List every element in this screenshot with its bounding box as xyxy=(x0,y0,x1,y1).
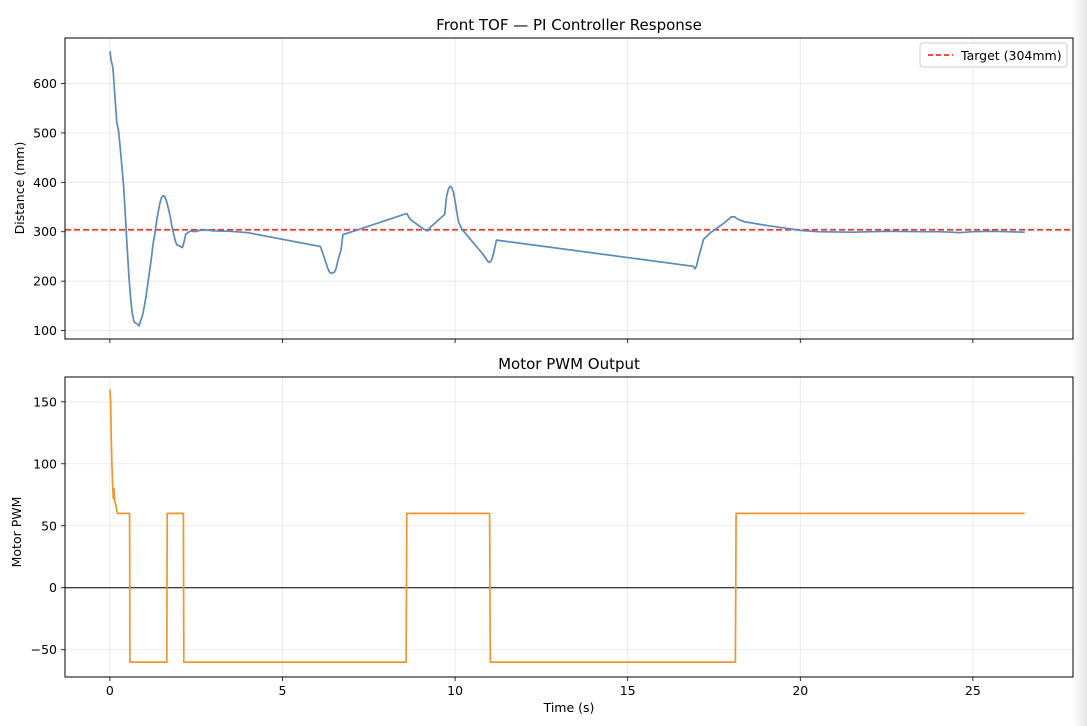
y-tick-label: 0 xyxy=(49,580,57,595)
y-tick-label: 500 xyxy=(33,125,57,140)
y-tick-label: 150 xyxy=(33,394,57,409)
pwm-y-ticks: −50 0 50 100 150 xyxy=(31,394,65,657)
y-tick-label: 300 xyxy=(33,224,57,239)
right-edge-shadow xyxy=(1073,0,1087,726)
pwm-axes-frame xyxy=(64,376,1074,678)
distance-y-ticks: 100 200 300 400 500 600 xyxy=(33,76,65,338)
pwm-panel: Motor PWM Output 0 5 10 15 20 25 −50 0 50 100 150… xyxy=(9,355,1074,715)
pwm-line xyxy=(109,389,1025,663)
pwm-chart-title: Motor PWM Output xyxy=(498,355,640,373)
distance-series xyxy=(109,51,1025,327)
distance-chart-title: Front TOF — PI Controller Response xyxy=(436,16,702,34)
y-tick-label: 600 xyxy=(33,76,57,91)
y-tick-label: 100 xyxy=(33,323,57,338)
pwm-x-axis-label: Time (s) xyxy=(543,700,595,715)
pwm-x-ticks: 0 5 10 15 20 25 xyxy=(106,677,981,698)
distance-line xyxy=(109,51,1025,327)
distance-grid xyxy=(65,38,1073,339)
pwm-grid xyxy=(65,377,1073,677)
x-tick-label: 25 xyxy=(965,683,981,698)
pwm-series xyxy=(109,389,1025,663)
legend: Target (304mm) xyxy=(919,42,1068,68)
y-tick-label: 100 xyxy=(33,456,57,471)
y-tick-label: −50 xyxy=(31,642,57,657)
y-tick-label: 200 xyxy=(33,274,57,289)
distance-y-axis-label: Distance (mm) xyxy=(12,142,27,235)
legend-box xyxy=(919,42,1068,68)
x-tick-label: 10 xyxy=(447,683,463,698)
x-tick-label: 5 xyxy=(279,683,287,698)
distance-x-ticks xyxy=(109,339,974,343)
x-tick-label: 0 xyxy=(106,683,114,698)
y-tick-label: 400 xyxy=(33,175,57,190)
x-tick-label: 15 xyxy=(620,683,636,698)
y-tick-label: 50 xyxy=(41,518,57,533)
x-tick-label: 20 xyxy=(792,683,808,698)
pwm-y-axis-label: Motor PWM xyxy=(9,497,24,568)
distance-panel: Front TOF — PI Controller Response 100 20… xyxy=(12,16,1074,343)
legend-label: Target (304mm) xyxy=(960,48,1062,63)
